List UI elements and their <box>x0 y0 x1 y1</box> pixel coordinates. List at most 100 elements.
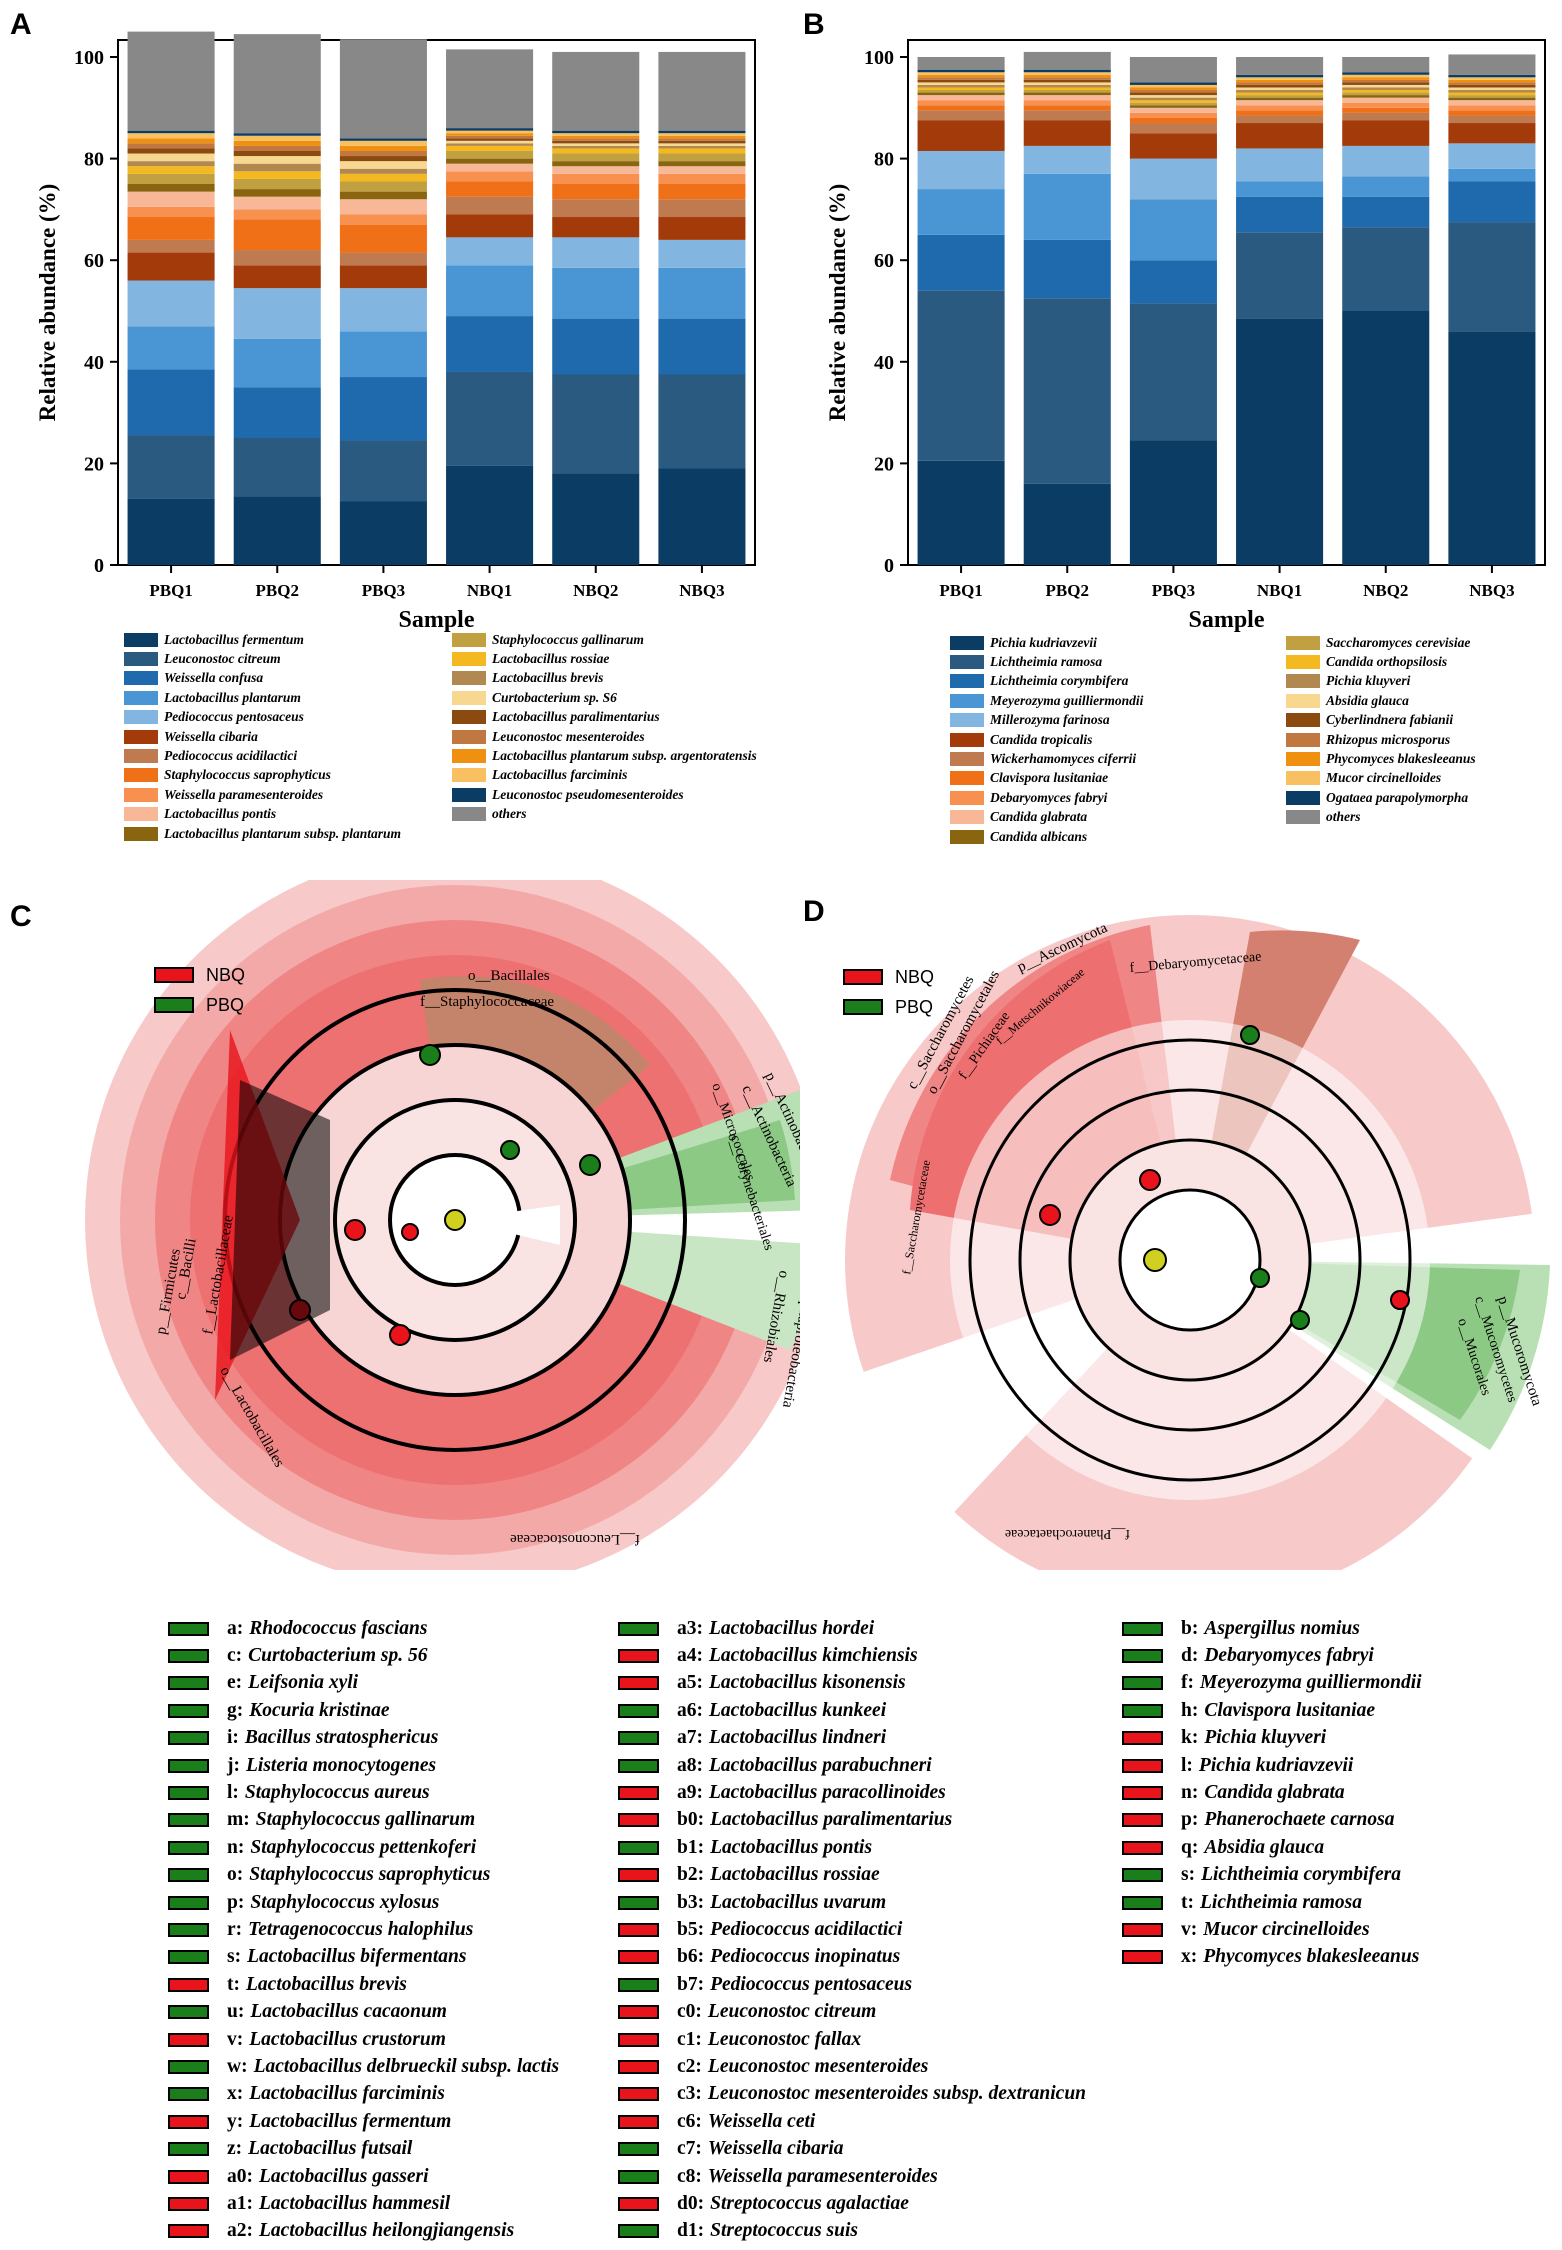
bar-segment <box>233 438 321 497</box>
legend-swatch <box>124 787 158 802</box>
group-swatch <box>618 2224 659 2239</box>
key-entry: c: Curtobacterium sp. 56 <box>168 1642 559 1669</box>
bar-segment <box>233 338 321 388</box>
bar-segment <box>917 87 1005 91</box>
legend-b-col2: Saccharomyces cerevisiae Candida orthopsi… <box>1286 633 1476 827</box>
bar-segment <box>339 288 427 332</box>
y-tick-label: 40 <box>874 352 894 374</box>
legend-label: Candida tropicalis <box>990 731 1093 747</box>
legend-swatch <box>1286 810 1320 825</box>
x-axis-label: Sample <box>398 607 474 633</box>
key-entry: c7: Weissella cibaria <box>618 2135 1086 2162</box>
bar-segment <box>917 57 1005 70</box>
bar-segment <box>552 173 640 184</box>
key-entry: s: Lichtheimia corymbifera <box>1122 1862 1422 1889</box>
bar-segment <box>127 138 215 144</box>
legend-swatch <box>950 635 984 650</box>
key-code: t: <box>227 1973 240 1995</box>
bar-segment <box>552 374 640 474</box>
group-swatch <box>618 1758 659 1773</box>
bar-segment <box>339 191 427 200</box>
key-name: Weissella ceti <box>707 2110 816 2132</box>
key-name: Weissella paramesenteroides <box>707 2165 938 2187</box>
legend-label: Lactobacillus plantarum subsp. argentora… <box>492 748 757 764</box>
key-entry: c1: Leuconostoc fallax <box>618 2026 1086 2053</box>
bar-segment <box>552 145 640 149</box>
key-code: s: <box>227 1946 242 1968</box>
bar-segment <box>339 501 427 565</box>
group-swatch <box>618 2196 659 2211</box>
x-axis-label: Sample <box>1188 607 1264 633</box>
panel-label-a: A <box>10 8 32 41</box>
legend-swatch <box>950 674 984 689</box>
bar-segment <box>658 318 746 375</box>
bar-segment <box>127 435 215 499</box>
bar-segment <box>1023 72 1111 75</box>
bar-segment <box>552 140 640 144</box>
y-tick-label: 100 <box>74 47 104 69</box>
key-code: u: <box>227 2001 245 2023</box>
bar-segment <box>1129 95 1217 98</box>
legend-entry: Lactobacillus farciminis <box>452 766 757 785</box>
group-swatch <box>168 1840 209 1855</box>
group-swatch <box>1122 1868 1163 1883</box>
key-name: Lactobacillus farciminis <box>249 2083 445 2105</box>
bar-segment <box>446 140 534 144</box>
key-entry: h: Clavispora lusitaniae <box>1122 1697 1422 1724</box>
legend-label: Pichia kudriavzevii <box>990 634 1097 650</box>
key-entry: b2: Lactobacillus rossiae <box>618 1862 1086 1889</box>
bar-segment <box>1236 97 1324 101</box>
bar-segment <box>1236 100 1324 106</box>
legend-entry: Lactobacillus plantarum subsp. plantarum <box>124 824 401 843</box>
bar-segment <box>658 130 746 134</box>
key-code: p: <box>1181 1809 1199 1831</box>
legend-label: Phycomyces blakesleeanus <box>1326 751 1476 767</box>
bar-segment <box>1023 145 1111 174</box>
bar-segment <box>233 209 321 220</box>
bar-segment <box>446 150 534 159</box>
legend-entry: Candida glabrata <box>950 808 1143 827</box>
legend-swatch <box>1286 713 1320 728</box>
key-code: a2: <box>227 2220 253 2242</box>
key-code: i: <box>227 1727 239 1749</box>
y-axis-label: Relative abundance (%) <box>35 184 60 422</box>
key-name: Lactobacillus delbrueckil subsp. lactis <box>253 2055 560 2077</box>
legend-entry: Meyerozyma guilliermondii <box>950 691 1143 710</box>
group-swatch <box>618 2114 659 2129</box>
key-entry: m: Staphylococcus gallinarum <box>168 1807 559 1834</box>
group-swatch <box>168 1731 209 1746</box>
bar-segment <box>917 69 1005 73</box>
legend-entry: Pediococcus acidilactici <box>124 746 401 765</box>
bar-segment <box>1129 199 1217 261</box>
plot-frame <box>117 39 756 566</box>
legend-entry: Pichia kluyveri <box>1286 672 1476 691</box>
bar-segment <box>339 138 427 141</box>
bar-segment <box>658 148 746 154</box>
key-name: Phanerochaete carnosa <box>1204 1809 1395 1831</box>
key-entry: e: Leifsonia xyli <box>168 1670 559 1697</box>
bar-segment <box>339 168 427 174</box>
key-name: Mucor circinelloides <box>1203 1918 1370 1940</box>
bar-segment <box>552 184 640 200</box>
bar-segment <box>446 237 534 266</box>
bar-segment <box>658 138 746 141</box>
pbq-swatch <box>154 997 194 1013</box>
bar-segment <box>552 318 640 375</box>
legend-swatch <box>1286 790 1320 805</box>
bar-segment <box>552 217 640 238</box>
key-entry: b1: Lactobacillus pontis <box>618 1834 1086 1861</box>
bar-segment <box>233 178 321 190</box>
bar-segment <box>1129 133 1217 159</box>
key-entry: r: Tetragenococcus halophilus <box>168 1916 559 1943</box>
legend-label: Candida orthopsilosis <box>1326 654 1448 670</box>
key-code: y: <box>227 2110 244 2132</box>
bar-segment <box>552 51 640 131</box>
key-name: Staphylococcus aureus <box>244 1782 430 1804</box>
bar-segment <box>658 267 746 319</box>
bar-segment <box>446 163 534 172</box>
key-name: Curtobacterium sp. 56 <box>248 1645 428 1667</box>
key-code: c2: <box>677 2055 702 2077</box>
key-name: Rhodococcus fascians <box>249 1617 428 1639</box>
bar-segment <box>658 184 746 200</box>
key-code: a8: <box>677 1754 703 1776</box>
